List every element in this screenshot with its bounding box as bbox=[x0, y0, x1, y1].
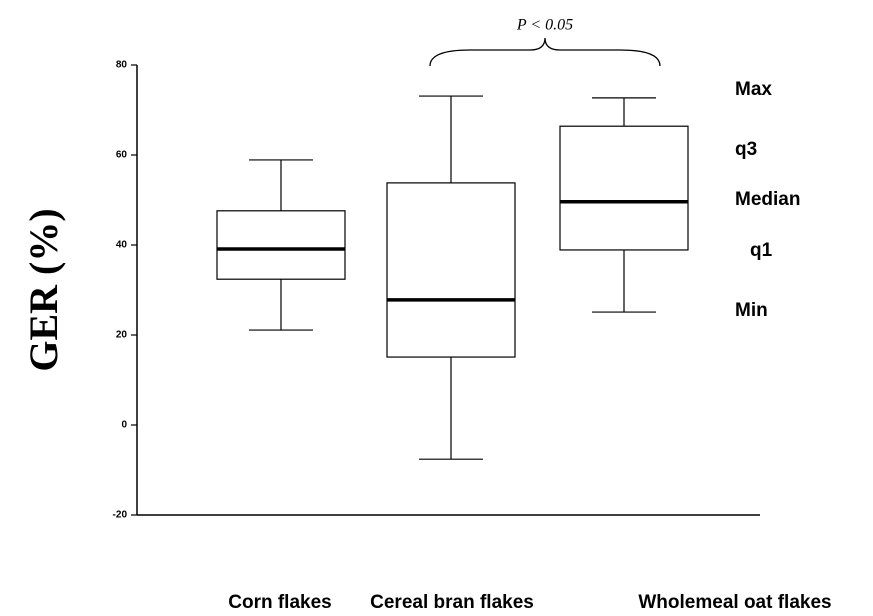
key-label: Median bbox=[735, 189, 800, 210]
y-tick-label: -20 bbox=[113, 510, 128, 521]
y-tick-label: 80 bbox=[116, 60, 128, 71]
y-tick-label: 60 bbox=[116, 150, 128, 161]
x-tick-label: Cereal bran flakes bbox=[370, 592, 534, 613]
significance-brace bbox=[429, 37, 661, 67]
y-tick-label: 40 bbox=[116, 240, 128, 251]
key-label: q1 bbox=[750, 240, 773, 261]
y-tick-label: 20 bbox=[116, 330, 128, 341]
box bbox=[216, 210, 346, 280]
key-label: Max bbox=[735, 79, 772, 100]
x-tick-label: Corn flakes bbox=[228, 592, 331, 613]
x-tick-label: Wholemeal oat flakes bbox=[638, 592, 831, 613]
box bbox=[386, 182, 516, 358]
annotation: P < 0.05 bbox=[516, 17, 573, 34]
key-label: Min bbox=[735, 300, 768, 321]
key-label: q3 bbox=[735, 139, 757, 160]
y-axis-label: GER (%) bbox=[21, 208, 66, 371]
y-tick-label: 0 bbox=[121, 420, 127, 431]
box bbox=[559, 125, 689, 251]
